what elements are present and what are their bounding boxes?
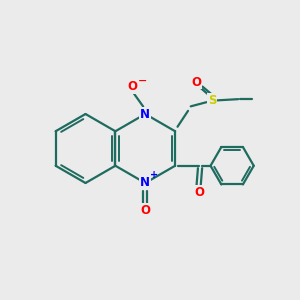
Text: O: O xyxy=(191,76,201,88)
Text: −: − xyxy=(138,76,147,86)
Text: O: O xyxy=(194,186,204,199)
Text: N: N xyxy=(140,107,150,121)
Text: O: O xyxy=(140,203,150,217)
Text: O: O xyxy=(128,80,138,93)
Text: N: N xyxy=(140,176,150,190)
Text: S: S xyxy=(208,94,216,107)
Text: +: + xyxy=(150,169,158,180)
